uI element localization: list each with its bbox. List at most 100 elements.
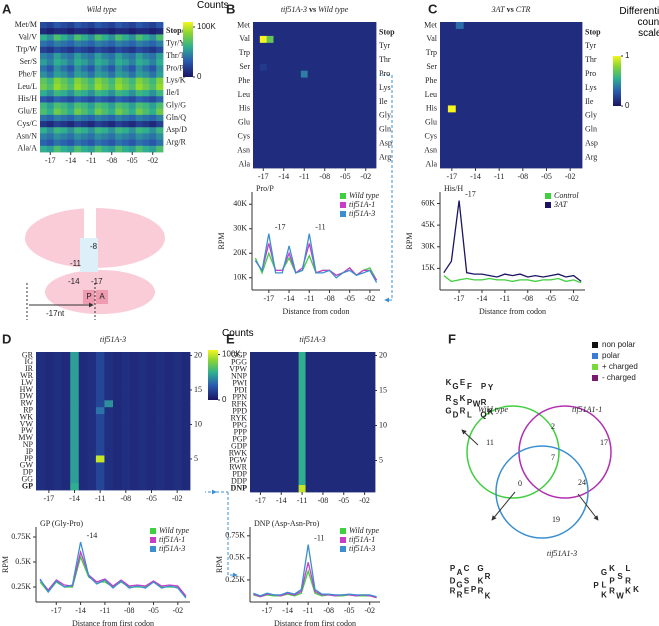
heatmap-cell xyxy=(307,147,315,155)
row-label: Met xyxy=(237,20,251,29)
heatmap-cell xyxy=(70,393,80,401)
heatmap-cell xyxy=(61,421,71,429)
heatmap-cell xyxy=(368,450,376,458)
heatmap-cell xyxy=(312,422,320,430)
heatmap-cell xyxy=(300,147,309,155)
heatmap-cell xyxy=(287,98,295,106)
heatmap-cell xyxy=(447,133,457,141)
heatmap-cell xyxy=(341,35,350,44)
heatmap-cell xyxy=(333,471,341,479)
heatmap-cell xyxy=(291,443,300,451)
x-tick-label: -02 xyxy=(359,496,370,505)
series-line xyxy=(443,275,582,284)
heatmap-cell xyxy=(362,42,370,51)
row-label: RYK xyxy=(231,413,248,422)
heatmap-cell xyxy=(328,112,336,120)
heatmap-cell xyxy=(284,415,293,423)
heatmap-cell xyxy=(566,63,575,72)
heatmap-cell xyxy=(326,366,334,374)
heatmap-cell xyxy=(354,464,362,472)
heatmap-cell xyxy=(122,133,130,141)
heatmap-cell xyxy=(164,386,174,394)
heatmap-cell xyxy=(361,478,369,486)
row-label: Stop/* xyxy=(166,26,188,35)
heatmap-cell xyxy=(155,462,165,470)
heatmap-cell xyxy=(172,455,182,463)
heatmap-cell xyxy=(361,380,369,388)
heatmap-cell xyxy=(115,77,123,85)
heatmap-cell xyxy=(164,441,174,449)
heatmap-cell xyxy=(122,96,130,103)
heatmap-cell xyxy=(284,352,293,360)
heatmap-cell xyxy=(121,393,131,401)
heatmap-cell xyxy=(122,139,130,147)
row-label: Arg/R xyxy=(166,138,187,147)
heatmap-cell xyxy=(558,126,567,134)
heatmap-cell xyxy=(368,436,376,444)
y-tick-label: 0.25K xyxy=(225,575,245,584)
heatmap-cell xyxy=(253,161,261,169)
heatmap-cell xyxy=(362,70,370,79)
heatmap-cell xyxy=(326,429,334,437)
heatmap-cell xyxy=(312,366,320,374)
heatmap-cell xyxy=(172,434,182,443)
x-tick-label: -17 xyxy=(43,494,54,503)
heatmap-cell xyxy=(314,56,322,65)
x-tick-label: -14 xyxy=(284,294,295,303)
heatmap-cell xyxy=(463,98,472,106)
heatmap-cell xyxy=(321,63,329,72)
heatmap-cell xyxy=(46,65,55,72)
heatmap-cell xyxy=(542,126,551,134)
heatmap-cell xyxy=(574,98,583,106)
heatmap-cell xyxy=(253,112,261,120)
heatmap-cell xyxy=(291,359,300,367)
x-tick-label: -17 xyxy=(262,606,273,615)
heatmap-cell xyxy=(53,133,61,141)
heatmap-cell xyxy=(256,443,265,451)
heatmap-cell xyxy=(53,379,63,387)
heatmap-cell xyxy=(81,96,89,103)
heatmap-cell xyxy=(53,102,61,110)
heatmap-cell xyxy=(149,145,157,153)
heatmap-cell xyxy=(46,145,55,153)
heatmap-cell xyxy=(277,422,286,430)
heatmap-cell xyxy=(300,161,309,169)
heatmap-cell xyxy=(259,49,268,58)
x-tick-label: -05 xyxy=(127,156,138,165)
heatmap-cell xyxy=(369,140,377,148)
heatmap-cell xyxy=(340,394,348,402)
y-tick-label: 60K xyxy=(421,198,435,207)
heatmap-cell xyxy=(479,112,488,120)
heatmap-cell xyxy=(495,70,504,79)
heatmap-cell xyxy=(328,133,336,141)
heatmap-cell xyxy=(335,112,343,120)
heatmap-cell xyxy=(347,401,355,409)
x-tick-label: -02 xyxy=(568,294,579,303)
heatmap-cell xyxy=(369,126,377,134)
heatmap-cell xyxy=(321,105,329,113)
heatmap-cell xyxy=(259,147,268,155)
heatmap-cell xyxy=(44,421,54,429)
heatmap-cell xyxy=(355,126,363,134)
heatmap-cell xyxy=(312,443,320,451)
heatmap-cell xyxy=(479,147,488,155)
heatmap-cell xyxy=(67,52,75,60)
row-label: MW xyxy=(18,433,33,442)
heatmap-cell xyxy=(46,59,55,66)
heatmap-cell xyxy=(156,114,164,122)
heatmap-cell xyxy=(147,421,157,429)
heatmap-cell xyxy=(256,380,265,388)
x-tick-label: -08 xyxy=(124,606,135,615)
heatmap-cell xyxy=(277,380,286,388)
colorbar xyxy=(183,22,193,77)
heatmap-cell xyxy=(319,443,327,451)
heatmap-cell xyxy=(36,414,45,422)
heatmap-cell xyxy=(319,359,327,367)
heatmap-cell xyxy=(253,105,261,113)
heatmap-cell xyxy=(471,105,480,113)
logo-letter: D xyxy=(453,410,459,419)
heatmap-cell xyxy=(149,65,157,72)
row-label: Ile xyxy=(585,97,594,106)
heatmap-cell xyxy=(53,476,63,484)
heatmap-cell xyxy=(122,46,130,54)
